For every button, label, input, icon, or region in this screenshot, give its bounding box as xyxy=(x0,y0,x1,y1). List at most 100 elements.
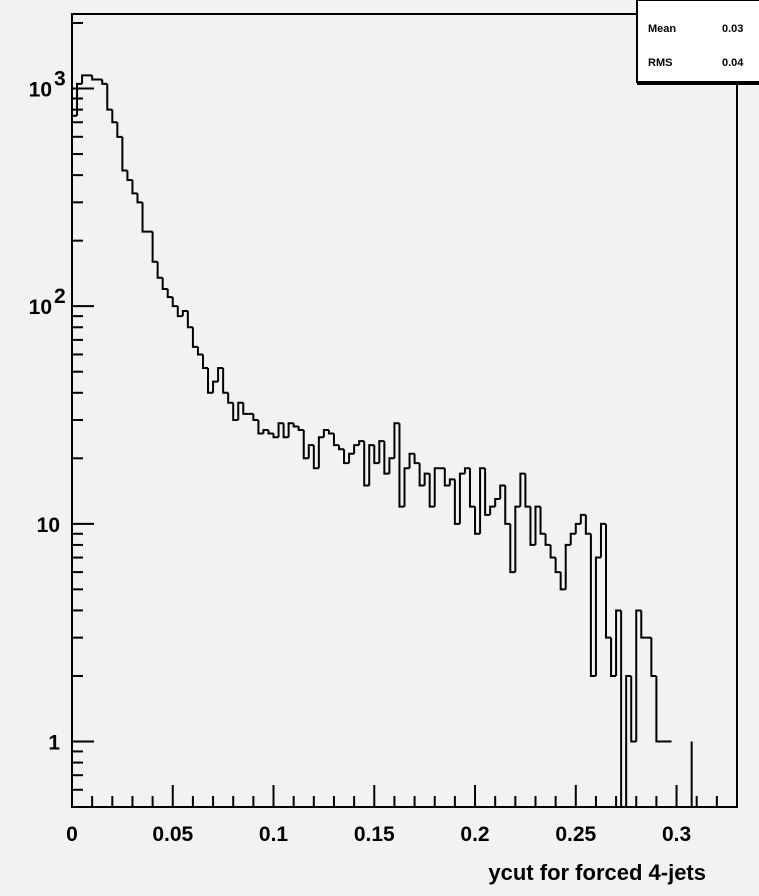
histogram-bin xyxy=(222,367,229,394)
histogram-bin xyxy=(534,505,541,545)
histogram-bin xyxy=(292,423,299,428)
histogram-bin xyxy=(378,440,385,464)
histogram-bin xyxy=(151,231,158,263)
histogram-bin xyxy=(584,514,591,535)
x-tick-label: 0.15 xyxy=(354,823,395,846)
histogram-bin xyxy=(166,288,173,299)
histogram-bin xyxy=(559,572,566,591)
histogram-bin xyxy=(574,522,581,534)
histogram-bin xyxy=(479,467,486,534)
histogram-bin xyxy=(413,453,420,465)
histogram-bin xyxy=(91,75,103,81)
x-tick-label: 0.3 xyxy=(662,823,691,846)
histogram-bin xyxy=(322,428,329,438)
histogram-bin xyxy=(312,445,319,470)
y-tick-exponent: 2 xyxy=(54,285,66,308)
histogram-bin xyxy=(428,473,435,508)
histogram-bin xyxy=(489,505,496,515)
histogram-bin xyxy=(191,327,198,348)
histogram-bin xyxy=(509,523,516,574)
histogram-bin xyxy=(267,429,274,435)
histogram-bin xyxy=(343,449,350,465)
histogram-bin xyxy=(549,544,556,559)
histogram-bin xyxy=(282,423,289,439)
y-tick-label: 1 xyxy=(48,731,60,754)
histogram-bin xyxy=(650,637,657,677)
histogram-bin xyxy=(443,468,450,487)
histogram-bin xyxy=(297,426,304,431)
histogram-bin xyxy=(589,533,596,677)
histogram-bin xyxy=(76,82,83,116)
histogram-bin xyxy=(338,445,345,451)
histogram-bin xyxy=(212,380,219,393)
histogram-bin xyxy=(111,109,118,124)
histogram-bin xyxy=(615,609,622,676)
histogram-bin xyxy=(277,422,284,438)
histogram-bin xyxy=(136,193,143,204)
histogram-bin xyxy=(161,277,168,290)
histogram-bin xyxy=(403,467,410,507)
x-tick-label: 0.05 xyxy=(152,823,193,846)
histogram-bin xyxy=(363,441,370,487)
histogram-bin xyxy=(484,468,491,516)
histogram-bin xyxy=(156,261,163,279)
stats-box: Mean 0.03 RMS 0.04 xyxy=(636,0,759,85)
histogram-bin xyxy=(327,429,334,435)
histogram-bin xyxy=(207,367,214,394)
histogram-bin xyxy=(272,433,279,439)
histogram-bin xyxy=(353,444,360,454)
y-tick-label: 10 xyxy=(37,514,60,537)
histogram-bin xyxy=(317,436,324,469)
histogram-bin xyxy=(599,522,607,558)
histogram-bin xyxy=(529,506,536,546)
histogram-bin xyxy=(141,202,148,233)
histogram-bin xyxy=(71,114,78,807)
stats-mean-label: Mean xyxy=(648,23,676,35)
histogram-bin xyxy=(242,402,249,415)
histogram-bin xyxy=(287,422,294,438)
histogram-bin xyxy=(388,457,395,474)
histogram-bin xyxy=(554,557,561,574)
histogram-bin xyxy=(499,484,506,500)
histogram-bin xyxy=(106,83,113,111)
histogram-bin xyxy=(332,433,340,447)
y-tick-label: 10 xyxy=(29,296,52,319)
y-tick-exponent: 3 xyxy=(54,68,66,91)
histogram-bin xyxy=(463,467,470,474)
histogram-bin xyxy=(640,610,647,639)
histogram-bin xyxy=(131,179,138,195)
histogram-bin xyxy=(398,423,405,508)
histogram-bin xyxy=(635,609,642,742)
histogram-bin xyxy=(514,505,521,573)
histogram-bin xyxy=(453,479,460,525)
histogram-bin xyxy=(373,445,380,465)
histogram-bin xyxy=(458,472,465,524)
y-tick-label: 10 xyxy=(29,79,52,102)
histogram-bin xyxy=(418,463,425,487)
x-tick-label: 0 xyxy=(66,823,78,846)
histogram-bin xyxy=(610,637,617,677)
histogram-bin xyxy=(171,297,178,308)
histogram-bin xyxy=(196,346,203,356)
histogram-bin xyxy=(176,306,183,318)
histogram-bin xyxy=(544,533,551,546)
histogram-bin xyxy=(217,366,224,382)
histogram-bin xyxy=(81,74,93,84)
x-tick-label: 0.25 xyxy=(555,823,596,846)
histogram-bin xyxy=(252,413,259,421)
histogram-bin xyxy=(232,402,239,421)
x-axis-ticks: 0 0.05 0.1 0.15 0.2 0.25 0.3 xyxy=(66,785,718,846)
histogram-bin xyxy=(348,452,355,464)
stats-rms-value: 0.04 xyxy=(722,57,744,69)
histogram-bin xyxy=(116,122,123,138)
histogram-bin xyxy=(539,506,546,535)
histogram-bin xyxy=(433,467,440,507)
histogram-bin xyxy=(620,610,627,808)
histogram-bin xyxy=(423,472,430,486)
histogram-bin xyxy=(594,556,601,676)
stats-mean-value: 0.03 xyxy=(722,23,743,35)
histogram-bin xyxy=(101,79,108,85)
histogram-bin xyxy=(383,441,390,475)
